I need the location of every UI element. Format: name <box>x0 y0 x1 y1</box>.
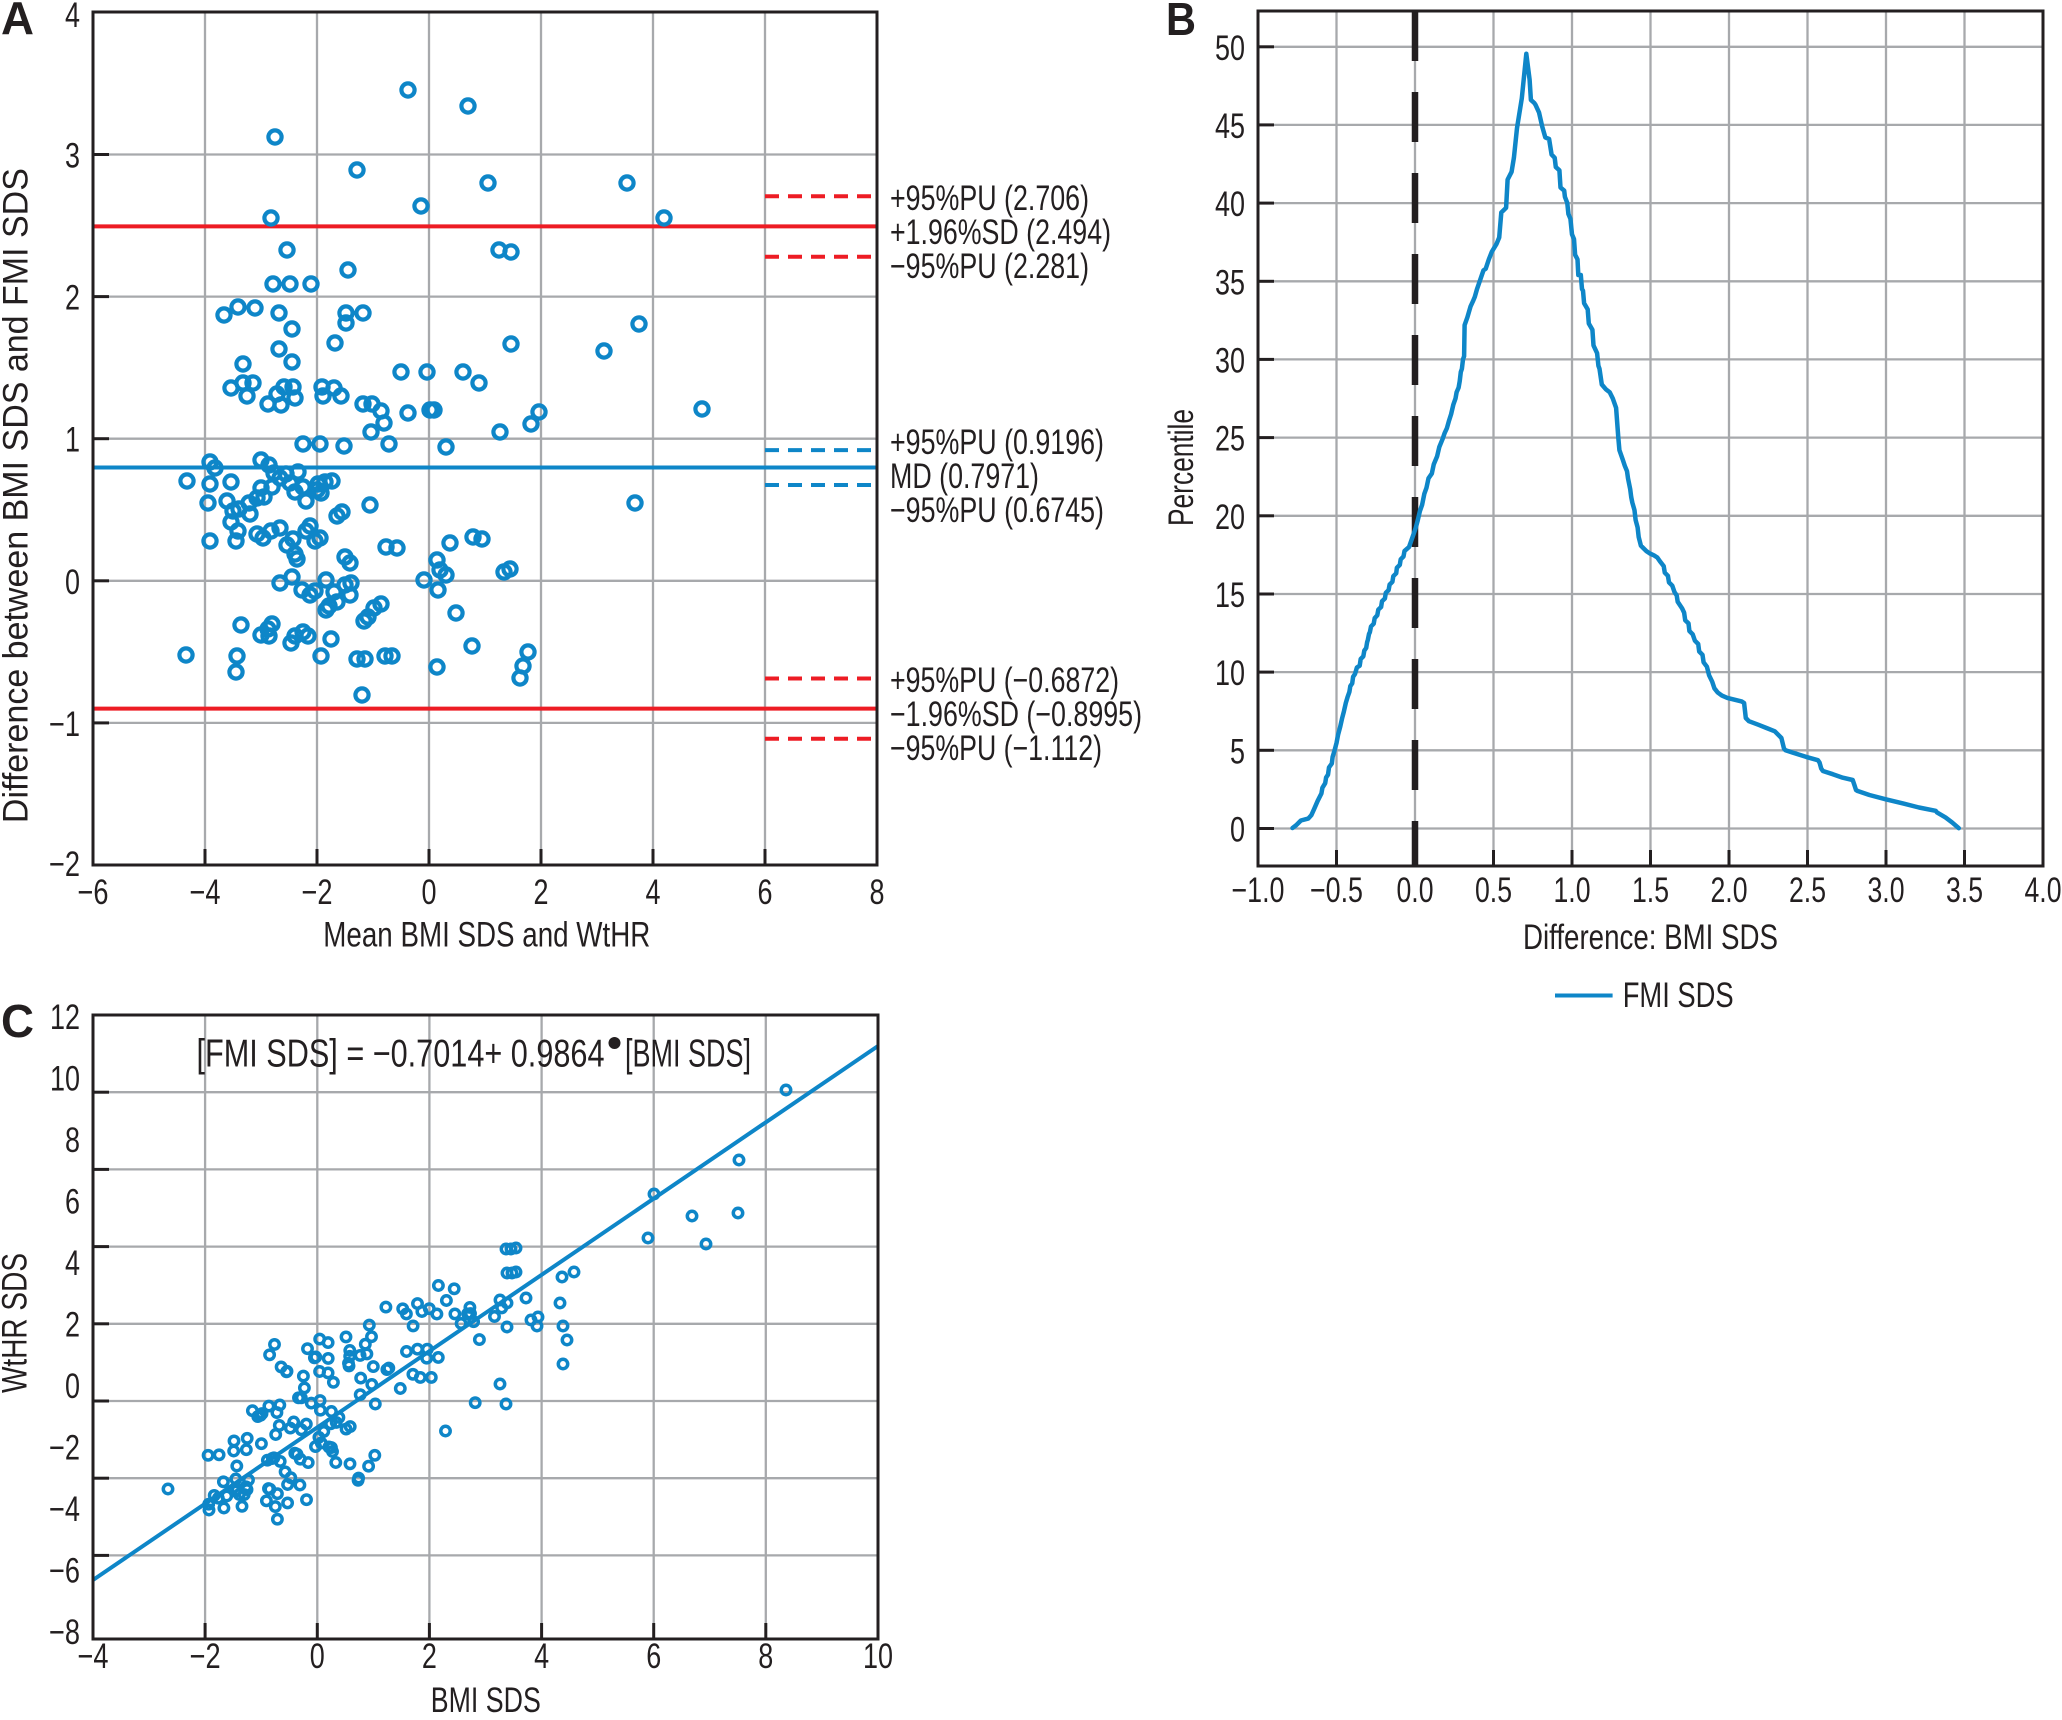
svg-text:−4: −4 <box>190 873 221 912</box>
svg-text:Mean BMI SDS and WtHR: Mean BMI SDS and WtHR <box>323 916 650 955</box>
svg-text:2: 2 <box>65 1306 80 1345</box>
svg-text:40: 40 <box>1215 185 1245 224</box>
svg-text:[BMI SDS]: [BMI SDS] <box>625 1033 751 1076</box>
svg-text:C: C <box>1 995 34 1047</box>
svg-text:FMI SDS: FMI SDS <box>1623 976 1734 1015</box>
svg-text:−1.0: −1.0 <box>1232 871 1285 910</box>
svg-text:2: 2 <box>534 873 549 912</box>
svg-text:1: 1 <box>65 421 80 460</box>
svg-text:0.5: 0.5 <box>1475 871 1512 910</box>
svg-text:45: 45 <box>1215 107 1245 146</box>
svg-text:+95%PU (2.706): +95%PU (2.706) <box>890 179 1089 218</box>
svg-text:−6: −6 <box>78 873 109 912</box>
svg-text:0: 0 <box>65 1367 80 1406</box>
svg-text:3.0: 3.0 <box>1868 871 1905 910</box>
svg-text:10: 10 <box>50 1060 80 1099</box>
svg-text:−2: −2 <box>302 873 333 912</box>
svg-text:12: 12 <box>50 998 80 1037</box>
svg-text:2.5: 2.5 <box>1789 871 1826 910</box>
svg-text:4: 4 <box>65 1244 80 1283</box>
svg-text:0: 0 <box>310 1637 325 1676</box>
svg-text:0: 0 <box>65 563 80 602</box>
svg-text:−0.5: −0.5 <box>1310 871 1363 910</box>
svg-text:BMI SDS: BMI SDS <box>431 1681 541 1715</box>
svg-text:0.0: 0.0 <box>1397 871 1434 910</box>
svg-text:1.5: 1.5 <box>1632 871 1669 910</box>
svg-text:0: 0 <box>422 873 437 912</box>
svg-text:6: 6 <box>758 873 773 912</box>
svg-text:3.5: 3.5 <box>1946 871 1983 910</box>
svg-text:6: 6 <box>646 1637 661 1676</box>
svg-text:4: 4 <box>534 1637 549 1676</box>
svg-text:B: B <box>1166 0 1196 45</box>
svg-text:10: 10 <box>863 1637 893 1676</box>
svg-text:2.0: 2.0 <box>1711 871 1748 910</box>
svg-text:−95%PU (−1.112): −95%PU (−1.112) <box>890 729 1102 768</box>
svg-text:15: 15 <box>1215 576 1245 615</box>
svg-text:8: 8 <box>870 873 885 912</box>
svg-text:0: 0 <box>1230 811 1245 850</box>
svg-text:−2: −2 <box>49 845 80 884</box>
svg-text:3: 3 <box>65 137 80 176</box>
svg-text:−6: −6 <box>49 1552 80 1591</box>
svg-text:−1: −1 <box>49 705 80 744</box>
svg-text:30: 30 <box>1215 341 1245 380</box>
svg-text:−95%PU (2.281): −95%PU (2.281) <box>890 247 1089 286</box>
svg-text:35: 35 <box>1215 263 1245 302</box>
svg-text:MD (0.7971): MD (0.7971) <box>890 457 1039 496</box>
svg-text:4: 4 <box>65 0 80 35</box>
svg-text:Difference between BMI SDS and: Difference between BMI SDS and FMI SDS <box>0 168 36 823</box>
svg-text:6: 6 <box>65 1183 80 1222</box>
svg-text:−8: −8 <box>49 1613 80 1652</box>
svg-text:4.0: 4.0 <box>2025 871 2062 910</box>
svg-text:WtHR SDS: WtHR SDS <box>0 1253 35 1393</box>
svg-text:−4: −4 <box>49 1490 80 1529</box>
svg-text:10: 10 <box>1215 654 1245 693</box>
svg-text:20: 20 <box>1215 498 1245 537</box>
svg-text:+95%PU (0.9196): +95%PU (0.9196) <box>890 423 1104 462</box>
svg-text:+95%PU (−0.6872): +95%PU (−0.6872) <box>890 661 1119 700</box>
svg-text:A: A <box>1 0 34 44</box>
svg-text:−4: −4 <box>78 1637 109 1676</box>
svg-text:50: 50 <box>1215 29 1245 68</box>
svg-text:25: 25 <box>1215 420 1245 459</box>
svg-text:−2: −2 <box>190 1637 221 1676</box>
svg-text:8: 8 <box>65 1121 80 1160</box>
svg-text:[FMI SDS] = −0.7014+ 0.9864: [FMI SDS] = −0.7014+ 0.9864 <box>197 1033 605 1076</box>
svg-text:Difference: BMI SDS: Difference: BMI SDS <box>1523 918 1778 957</box>
svg-text:8: 8 <box>758 1637 773 1676</box>
svg-text:5: 5 <box>1230 732 1245 771</box>
svg-text:2: 2 <box>422 1637 437 1676</box>
svg-text:+1.96%SD (2.494): +1.96%SD (2.494) <box>890 213 1111 252</box>
svg-text:−2: −2 <box>49 1429 80 1468</box>
svg-text:4: 4 <box>646 873 661 912</box>
svg-text:−95%PU (0.6745): −95%PU (0.6745) <box>890 491 1104 530</box>
svg-text:−1.96%SD (−0.8995): −1.96%SD (−0.8995) <box>890 695 1142 734</box>
svg-text:1.0: 1.0 <box>1554 871 1591 910</box>
svg-text:2: 2 <box>65 279 80 318</box>
svg-text:Percentile: Percentile <box>1162 409 1201 526</box>
